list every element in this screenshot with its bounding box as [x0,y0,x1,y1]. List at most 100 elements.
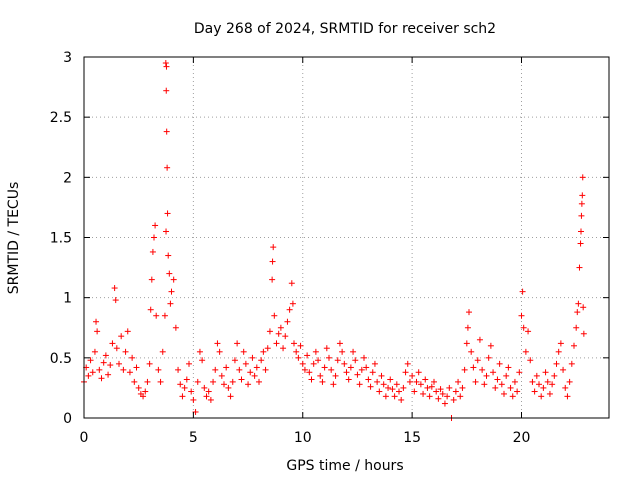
data-point [264,345,271,352]
data-point [578,212,585,219]
data-point [476,336,483,343]
data-point [382,393,389,400]
data-point [181,384,188,391]
data-point [190,396,197,403]
data-point [163,128,170,135]
data-point [277,324,284,331]
data-point [518,312,525,319]
data-point [450,396,457,403]
data-point [192,408,199,415]
data-point [536,381,542,388]
data-point [533,372,540,379]
data-point [466,309,472,316]
data-point [166,270,173,277]
chart-title: Day 268 of 2024, SRMTID for receiver sch… [194,21,496,37]
data-point [557,340,564,347]
data-point [109,340,116,347]
y-tick-label: 2 [63,170,72,186]
data-point [406,378,413,385]
data-point [527,357,534,364]
data-point [98,375,105,382]
data-point [472,378,479,385]
data-point [116,360,122,367]
data-point [164,210,171,217]
data-point [358,366,365,373]
data-point [148,276,155,283]
data-point [102,352,109,359]
data-point [201,384,208,391]
data-point [164,164,171,171]
data-point [270,244,277,251]
data-point [560,366,567,373]
data-point [323,345,330,352]
data-point [183,376,190,383]
data-point [464,324,471,331]
data-point [93,318,100,325]
data-point [422,376,429,383]
data-point [551,372,558,379]
data-point [175,366,182,373]
data-point [89,369,96,376]
data-point [258,357,265,364]
data-point [505,364,512,371]
data-point [417,381,424,388]
data-point [271,312,278,319]
data-point [247,369,254,376]
data-point [87,357,94,364]
data-point [514,388,521,395]
data-point [188,388,195,395]
data-point [485,354,492,361]
data-point [266,328,273,335]
data-point [107,362,114,369]
data-point [369,369,376,376]
data-point [207,396,214,403]
data-point [496,360,503,367]
data-point [242,360,249,367]
data-point [538,393,545,400]
data-point [126,369,133,376]
data-point [328,366,335,373]
data-point [203,393,210,400]
data-point [542,369,549,376]
data-point [540,384,547,391]
data-point [385,384,392,391]
data-point [396,388,402,395]
data-point [94,328,101,335]
data-point [295,354,302,361]
data-point [579,192,586,199]
data-point [218,372,225,379]
data-point [256,378,262,385]
x-tick-label: 15 [403,430,421,446]
data-point [155,366,162,373]
data-point [409,372,416,379]
data-point [319,378,326,385]
data-point [251,372,258,379]
data-point [111,285,118,292]
data-point [194,378,201,385]
data-point [96,366,103,373]
data-point [140,393,147,400]
data-point [387,376,394,383]
data-point [433,388,440,395]
data-point [293,348,300,355]
data-point [315,357,322,364]
data-point [400,384,407,391]
data-point [549,381,556,388]
data-point [291,340,297,347]
data-point [441,400,448,407]
data-point [146,360,153,367]
data-point [393,381,400,388]
x-tick-label: 20 [513,430,531,446]
data-point [301,366,308,373]
data-point [483,372,490,379]
data-point [415,369,422,376]
data-point [579,174,586,181]
data-point [437,386,444,393]
data-point [162,60,169,67]
x-tick-label: 5 [189,430,198,446]
grid [84,57,609,418]
data-point [374,378,381,385]
data-point [492,384,499,391]
data-point [509,393,516,400]
